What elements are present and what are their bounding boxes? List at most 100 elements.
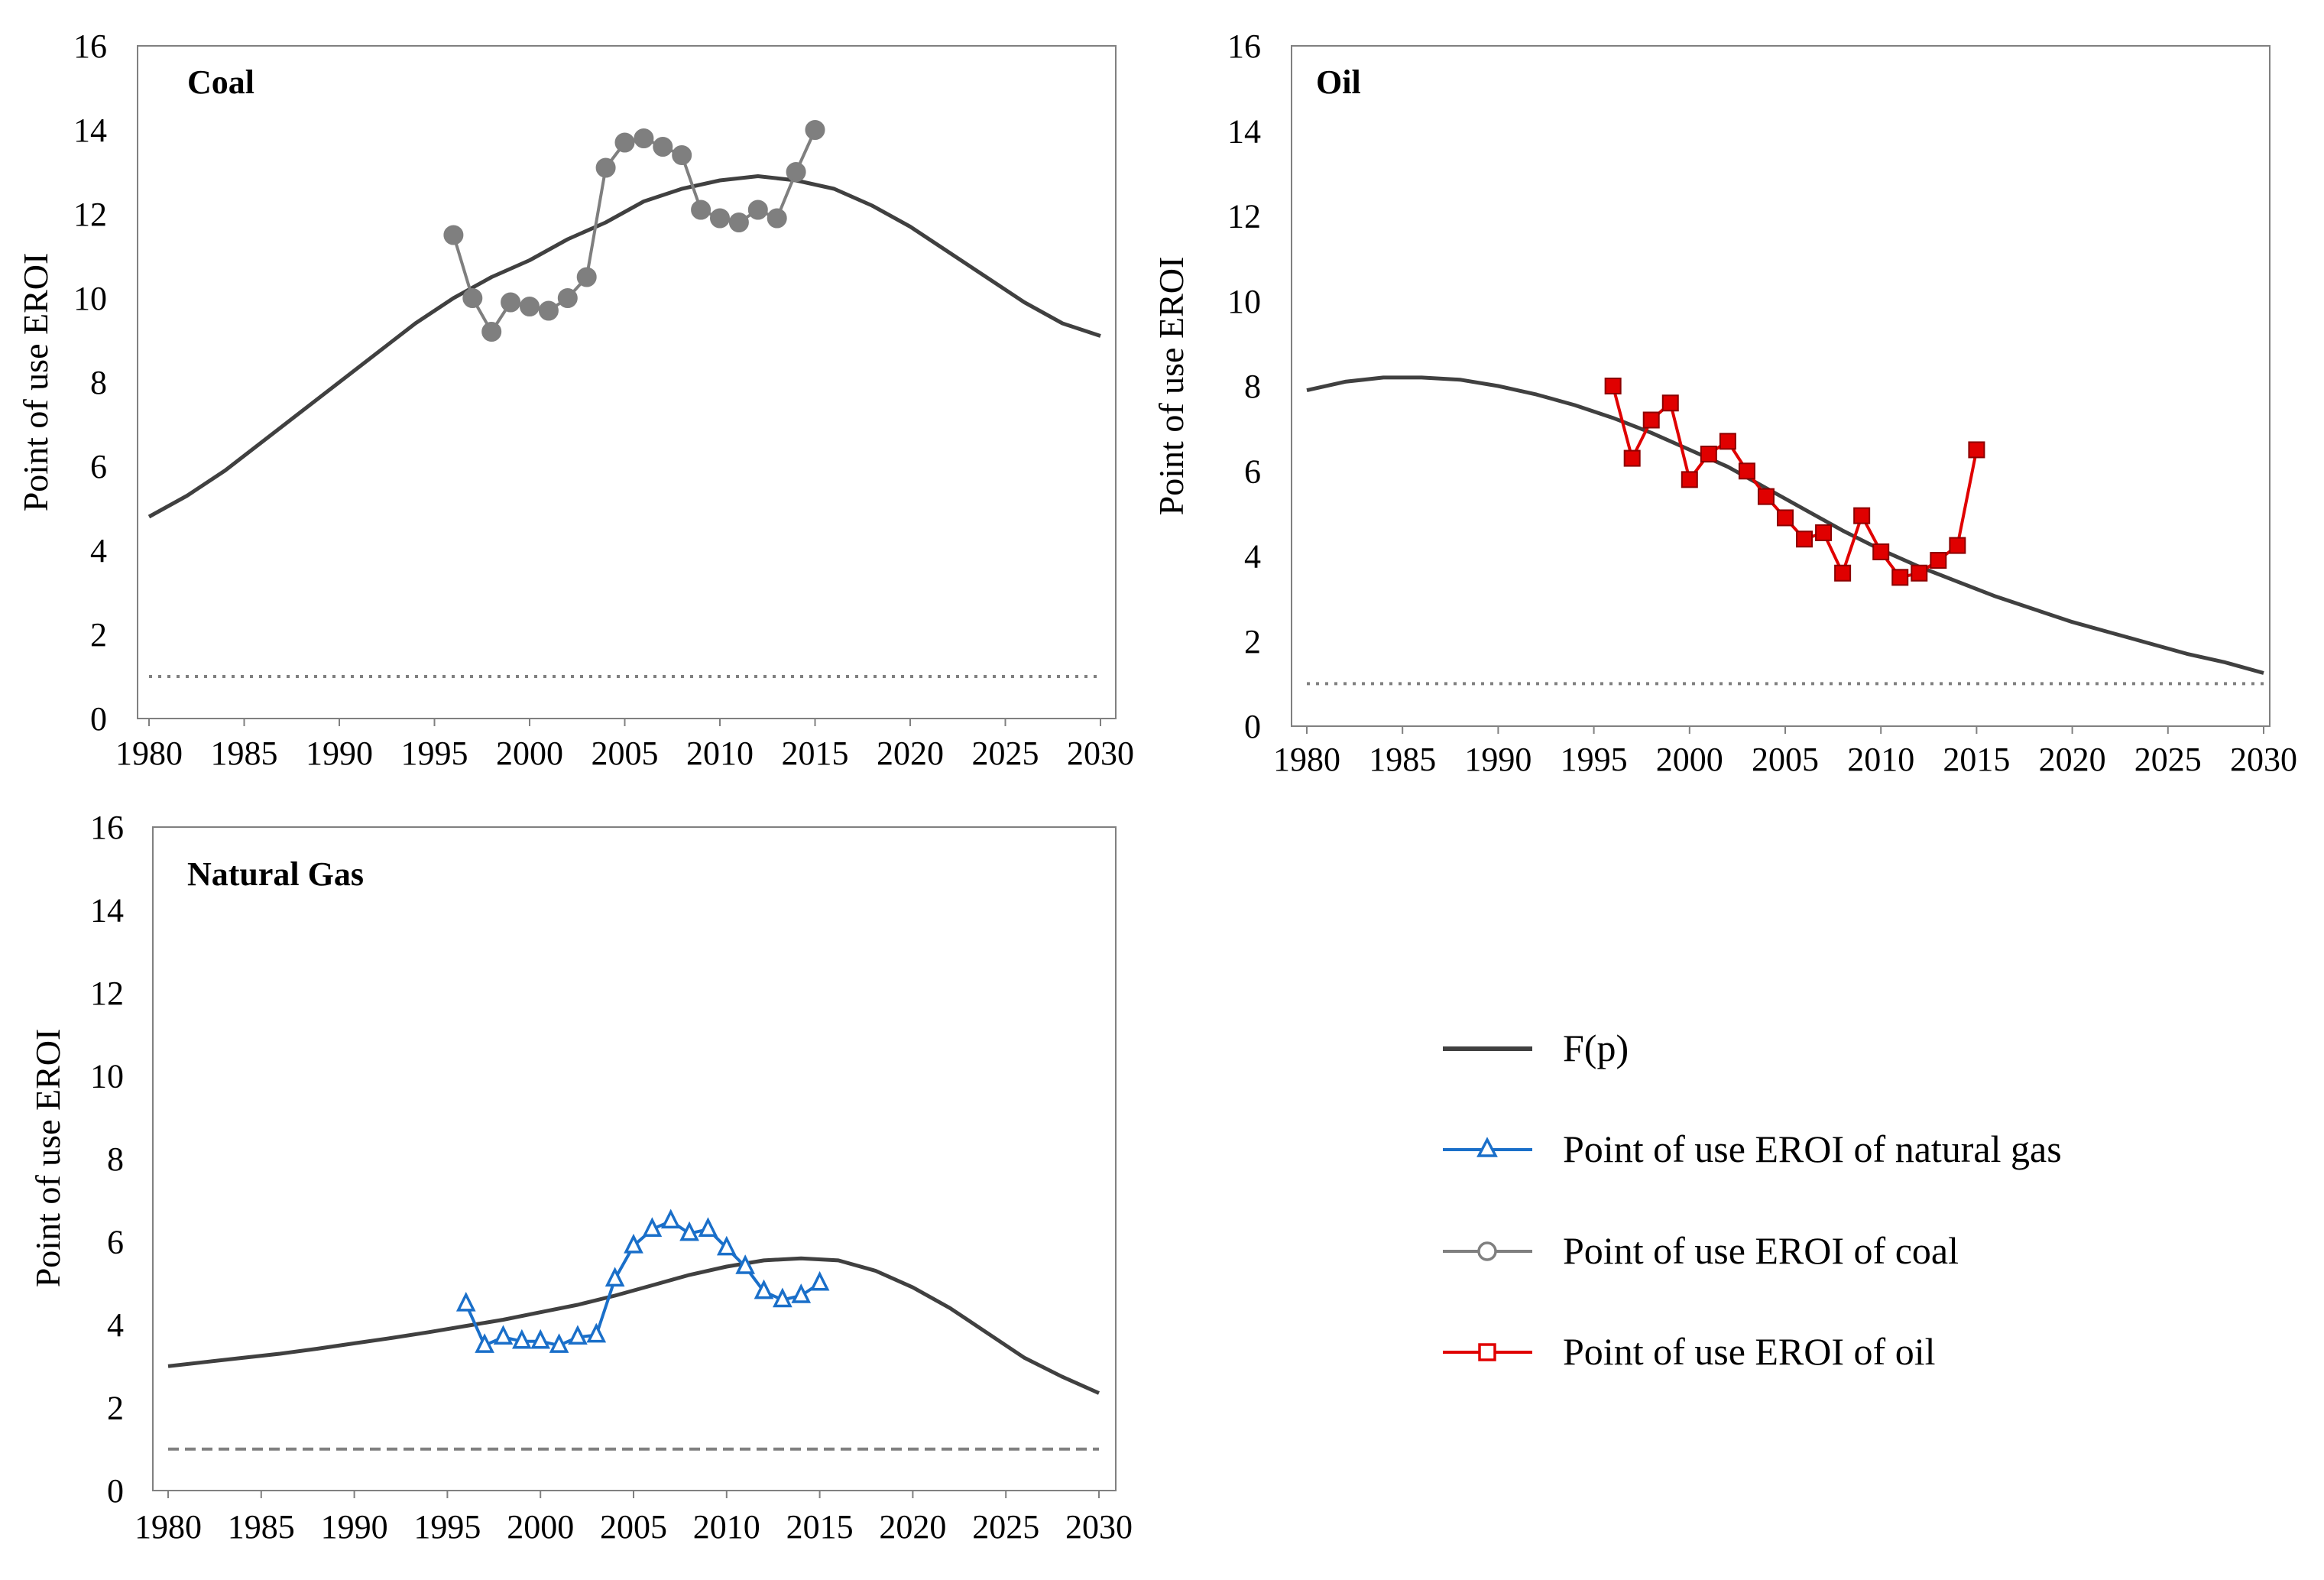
coal-chart-title: Coal	[187, 63, 254, 101]
oil-observed-series-point	[1853, 507, 1871, 524]
natural-gas-observed-series-point	[530, 1329, 551, 1349]
natural-gas-x-tick-label: 2000	[507, 1508, 574, 1546]
oil-y-tick-label: 4	[1244, 538, 1261, 576]
oil-x-tick-label: 2030	[2230, 741, 2297, 778]
coal-observed-series-point	[728, 213, 749, 232]
natural-gas-observed-series-point	[493, 1325, 514, 1345]
oil-y-tick-label: 12	[1227, 198, 1261, 235]
coal-observed-series-point	[443, 225, 464, 245]
coal-y-tick-label: 14	[73, 112, 107, 149]
natural-gas-observed-series-point	[716, 1235, 737, 1256]
natural-gas-observed-series-point	[475, 1333, 494, 1353]
coal-x-tick-label: 2010	[686, 735, 754, 772]
legend: F(p) Point of use EROI of natural gas Po…	[1443, 1027, 2062, 1373]
oil-x-tick-label: 1990	[1464, 741, 1532, 778]
natural-gas-chart-panel: Natural Gas Point of use EROI 1980 1985 19…	[28, 809, 1133, 1546]
legend-entry-natural-gas: Point of use EROI of natural gas	[1443, 1127, 2062, 1170]
oil-plot-frame	[1291, 45, 2271, 727]
coal-observed-series-point	[576, 267, 597, 287]
oil-chart-title: Oil	[1316, 63, 1361, 101]
oil-x-tick-label: 2010	[1847, 741, 1914, 778]
coal-x-tick-label: 2005	[592, 735, 659, 772]
oil-x-tick-label: 2020	[2039, 741, 2106, 778]
oil-observed-series-point	[1661, 394, 1679, 412]
oil-y-tick-label: 10	[1227, 283, 1261, 320]
oil-observed-series-point	[1891, 569, 1909, 586]
natural-gas-observed-series-point	[568, 1325, 588, 1345]
natural-gas-x-tick-label: 2020	[879, 1508, 946, 1546]
natural-gas-y-tick-label: 12	[90, 975, 124, 1012]
coal-y-tick-label: 2	[90, 616, 107, 654]
natural-gas-y-ticks: 0 2 4 6 8 10 12 14 16	[90, 809, 124, 1510]
coal-y-tick-label: 16	[73, 28, 107, 65]
legend-coal-label: Point of use EROI of coal	[1563, 1229, 1959, 1272]
coal-x-tick-label: 2000	[496, 735, 563, 772]
coal-y-tick-label: 0	[90, 700, 107, 738]
natural-gas-x-tick-label: 2030	[1065, 1508, 1133, 1546]
oil-y-axis-label: Point of use EROI	[1152, 257, 1191, 516]
coal-y-tick-label: 6	[90, 448, 107, 485]
natural-gas-observed-series-point	[735, 1254, 755, 1274]
coal-observed-series-point	[747, 200, 768, 220]
legend-circle-marker	[1477, 1241, 1497, 1261]
natural-gas-x-tick-label: 1990	[321, 1508, 388, 1546]
natural-gas-observed-series-point	[754, 1279, 774, 1299]
oil-observed-series-point	[1930, 552, 1947, 569]
natural-gas-observed-series-point	[624, 1234, 643, 1254]
natural-gas-plot-area	[167, 1209, 1100, 1451]
oil-x-ticks: 1980 1985 1990 1995 2000 2005 2010 2015 2020 2025…	[1273, 726, 2297, 778]
coal-x-tick-label: 2025	[972, 735, 1039, 772]
coal-fp-series-line	[147, 174, 1101, 519]
oil-observed-series-line	[1611, 385, 1979, 579]
natural-gas-observed-series-point	[791, 1283, 812, 1303]
coal-observed-series-point	[557, 288, 578, 308]
oil-plot-area	[1306, 375, 2264, 686]
oil-observed-series-point	[1777, 509, 1794, 527]
natural-gas-observed-series-point	[642, 1217, 663, 1237]
coal-observed-series-point	[634, 128, 654, 148]
oil-observed-series-point	[1700, 446, 1717, 462]
coal-y-tick-label: 4	[90, 532, 107, 569]
oil-observed-series-point	[1834, 564, 1852, 582]
natural-gas-y-tick-label: 8	[107, 1140, 124, 1178]
natural-gas-y-tick-label: 10	[90, 1058, 124, 1095]
natural-gas-observed-series-point	[512, 1329, 532, 1349]
oil-chart-panel: Oil Point of use EROI 1980 1985 1990 1995 20…	[1152, 28, 2297, 778]
natural-gas-y-axis-label: Point of use EROI	[28, 1029, 67, 1288]
oil-observed-series-point	[1968, 441, 1985, 459]
oil-x-tick-label: 1995	[1561, 741, 1628, 778]
oil-x-tick-label: 2025	[2134, 741, 2202, 778]
natural-gas-x-tick-label: 2010	[693, 1508, 760, 1546]
natural-gas-y-tick-label: 2	[107, 1390, 124, 1427]
oil-observed-series-point	[1681, 471, 1698, 488]
coal-observed-series-point	[501, 292, 521, 313]
legend-natural-gas-symbol	[1443, 1137, 1532, 1157]
coal-x-tick-label: 2020	[877, 735, 944, 772]
coal-x-tick-label: 1995	[401, 735, 468, 772]
coal-x-tick-label: 2015	[782, 735, 849, 772]
legend-natural-gas-label: Point of use EROI of natural gas	[1563, 1127, 2062, 1170]
coal-observed-series-point	[595, 157, 616, 178]
natural-gas-observed-series-point	[809, 1270, 830, 1291]
legend-oil-symbol	[1443, 1343, 1532, 1361]
natural-gas-observed-series-point	[660, 1209, 681, 1229]
coal-observed-series-point	[710, 208, 730, 229]
oil-x-tick-label: 1985	[1369, 741, 1436, 778]
natural-gas-observed-series-point	[455, 1291, 476, 1312]
oil-y-tick-label: 6	[1244, 453, 1261, 490]
oil-y-tick-label: 8	[1244, 368, 1261, 405]
coal-observed-series-point	[538, 300, 559, 321]
coal-observed-series-point	[520, 297, 540, 316]
legend-entry-oil: Point of use EROI of oil	[1443, 1330, 1935, 1373]
coal-x-tick-label: 1985	[211, 735, 278, 772]
oil-y-tick-label: 14	[1227, 112, 1261, 150]
natural-gas-x-tick-label: 1995	[413, 1508, 481, 1546]
oil-observed-series-point	[1719, 433, 1736, 450]
oil-observed-series-point	[1623, 449, 1641, 467]
natural-gas-x-tick-label: 2025	[972, 1508, 1039, 1546]
coal-x-tick-label: 2030	[1067, 735, 1134, 772]
oil-y-tick-label: 16	[1227, 28, 1261, 65]
natural-gas-x-tick-label: 1985	[228, 1508, 295, 1546]
natural-gas-observed-series-line	[464, 1219, 821, 1348]
coal-y-ticks: 0 2 4 6 8 10 12 14 16	[73, 28, 107, 738]
